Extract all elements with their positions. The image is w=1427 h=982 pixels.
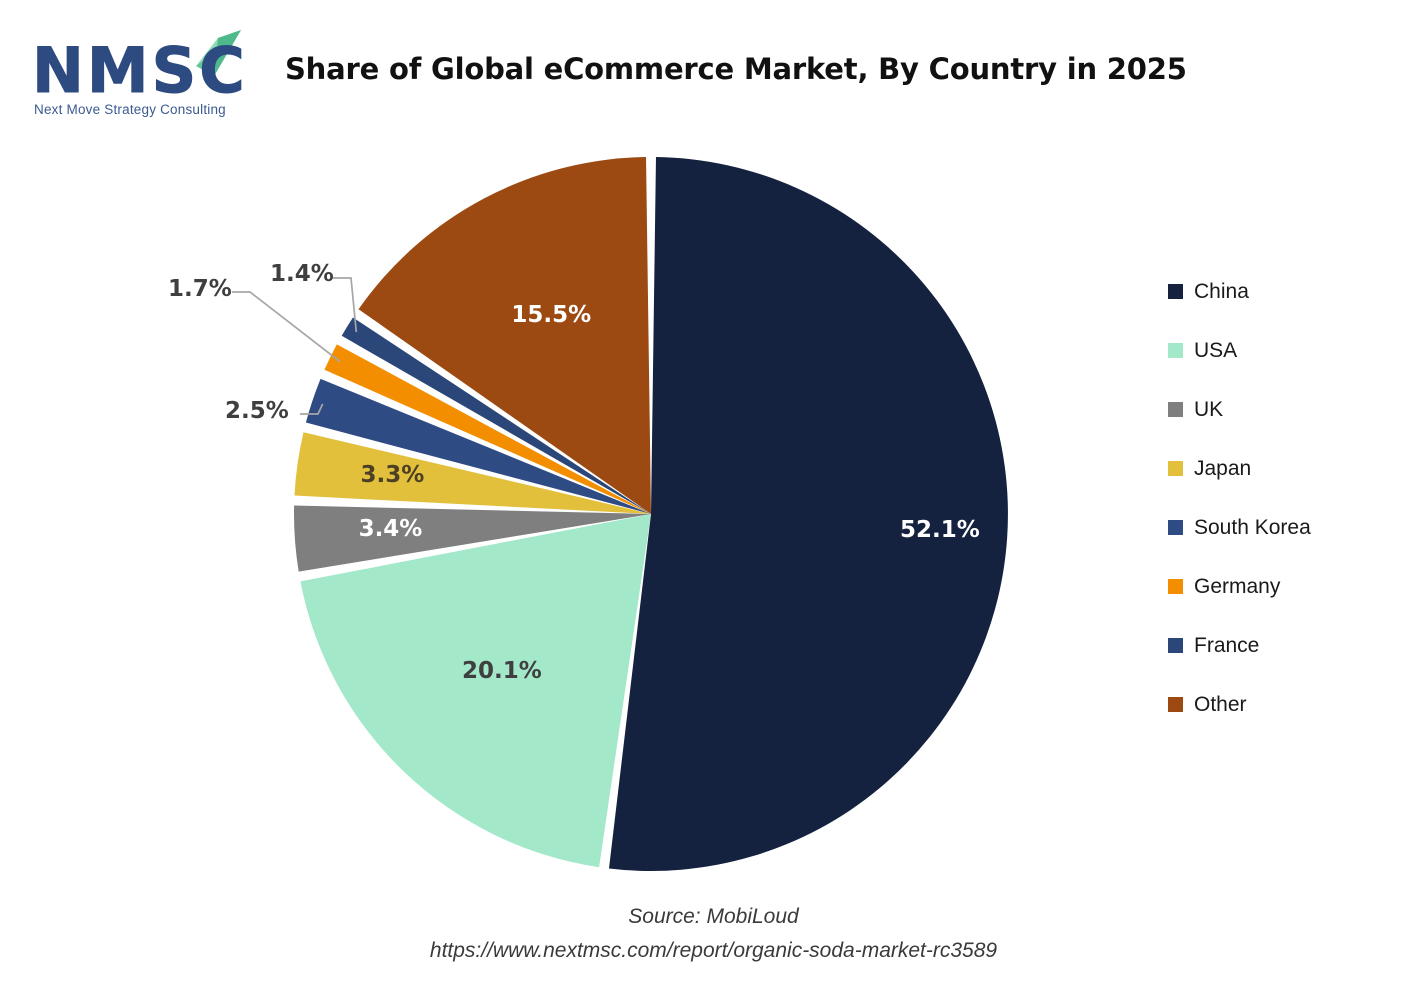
legend-item-uk[interactable]: UK (1168, 380, 1408, 439)
leader-line-germany (232, 291, 341, 363)
legend-swatch (1168, 638, 1183, 653)
chart-legend: China USA UK Japan South Korea Germany France O… (1168, 262, 1408, 734)
legend-label: France (1194, 633, 1260, 657)
legend-label: Japan (1194, 456, 1252, 480)
legend-item-germany[interactable]: Germany (1168, 557, 1408, 616)
legend-item-china[interactable]: China (1168, 262, 1408, 321)
legend-label: China (1194, 279, 1249, 303)
pie-slice-france[interactable] (341, 317, 651, 514)
logo-tagline: Next Move Strategy Consulting (34, 102, 226, 117)
legend-swatch (1168, 343, 1183, 358)
legend-item-japan[interactable]: Japan (1168, 439, 1408, 498)
data-label-uk: 3.4% (358, 515, 423, 542)
data-label-japan: 3.3% (360, 461, 425, 488)
legend-swatch (1168, 520, 1183, 535)
legend-swatch (1168, 284, 1183, 299)
source-url[interactable]: https://www.nextmsc.com/report/organic-s… (429, 939, 998, 962)
leader-line-south-korea (300, 403, 324, 415)
legend-label: South Korea (1194, 515, 1311, 539)
pie-slice-other[interactable] (358, 157, 651, 514)
legend-swatch (1168, 697, 1183, 712)
legend-item-south-korea[interactable]: South Korea (1168, 498, 1408, 557)
legend-label: Other (1194, 692, 1247, 716)
data-label-france: 1.4% (270, 261, 334, 287)
leader-line-france (333, 277, 358, 333)
source-name: Source: MobiLoud (628, 905, 799, 928)
legend-item-france[interactable]: France (1168, 616, 1408, 675)
legend-item-usa[interactable]: USA (1168, 321, 1408, 380)
legend-swatch (1168, 461, 1183, 476)
data-label-china: 52.1% (899, 516, 980, 543)
pie-slice-germany[interactable] (324, 344, 651, 514)
data-label-usa: 20.1% (461, 657, 542, 684)
pie-slice-japan[interactable] (294, 432, 651, 514)
logo-wordmark: NMSC (32, 34, 248, 107)
data-label-germany: 1.7% (168, 276, 232, 302)
pie-slice-uk[interactable] (293, 505, 651, 572)
data-label-other: 15.5% (511, 302, 592, 329)
chart-title: Share of Global eCommerce Market, By Cou… (285, 52, 1187, 86)
legend-label: USA (1194, 338, 1238, 362)
legend-label: UK (1194, 397, 1224, 421)
nmsc-logo: NMSC Next Move Strategy Consulting (28, 18, 245, 118)
pie-slice-china[interactable] (608, 157, 1008, 871)
legend-label: Germany (1194, 574, 1281, 598)
legend-swatch (1168, 579, 1183, 594)
paper-plane-arrow-icon (196, 30, 241, 76)
pie-slice-usa[interactable] (300, 514, 651, 868)
data-label-south-korea: 2.5% (225, 398, 289, 424)
leader-lines-group (232, 277, 358, 415)
pie-slice-south-korea[interactable] (305, 378, 651, 514)
source-footer: Source: MobiLoud https://www.nextmsc.com… (0, 900, 1427, 968)
legend-swatch (1168, 402, 1183, 417)
legend-item-other[interactable]: Other (1168, 675, 1408, 734)
pie-slices-group (293, 157, 1008, 871)
